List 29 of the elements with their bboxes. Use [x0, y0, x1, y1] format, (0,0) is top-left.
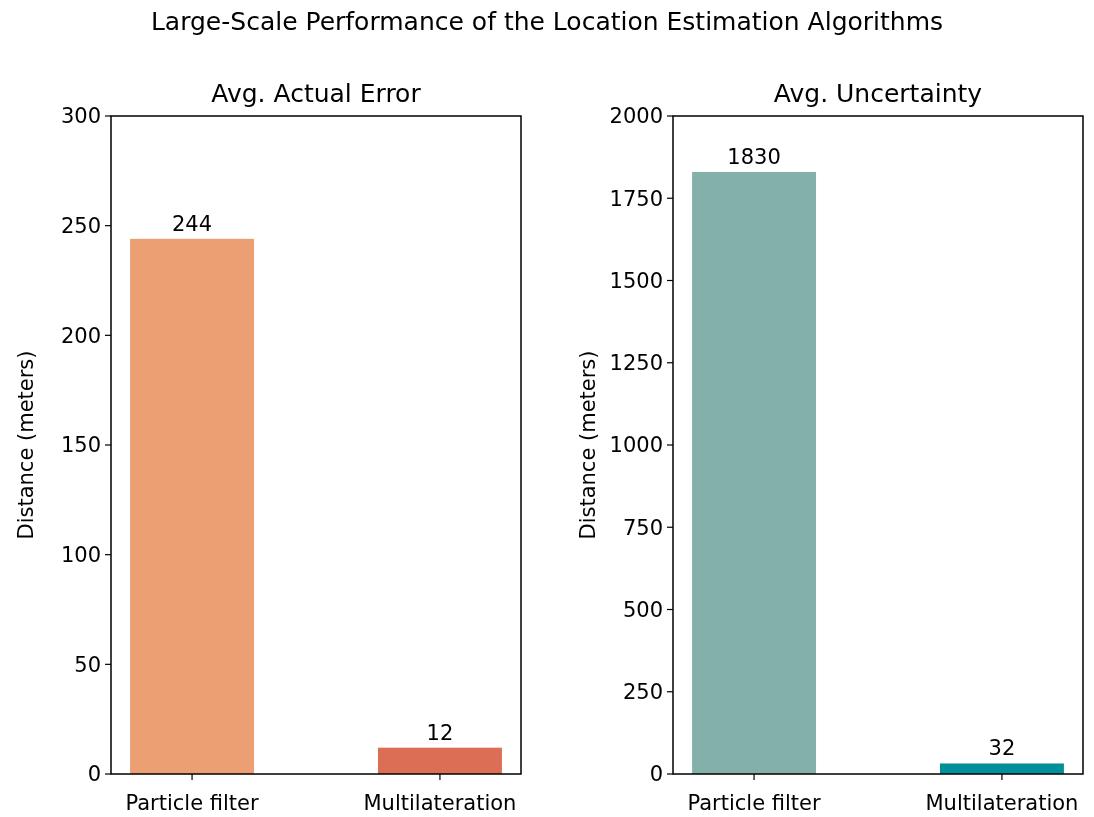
y-tick-label: 200 [60, 323, 101, 348]
x-tick-label: Particle filter [687, 791, 821, 815]
y-tick-label: 1500 [609, 268, 663, 293]
y-tick-label: 2000 [609, 104, 663, 129]
y-tick-label: 500 [622, 597, 663, 622]
y-tick-label: 1000 [609, 433, 663, 458]
y-tick-label: 100 [60, 543, 101, 568]
x-tick-label: Multilateration [363, 791, 517, 815]
y-tick-label: 1250 [609, 351, 663, 376]
data-label: 244 [172, 211, 213, 236]
y-tick-label: 150 [60, 433, 101, 458]
y-axis-title: Distance (meters) [14, 350, 38, 540]
y-tick-label: 300 [60, 104, 101, 129]
y-tick-label: 0 [87, 762, 101, 787]
y-tick-label: 750 [622, 515, 663, 540]
y-tick-label: 250 [60, 214, 101, 239]
x-tick-label: Multilateration [925, 791, 1079, 815]
y-tick-label: 50 [74, 652, 101, 677]
data-label: 32 [988, 736, 1016, 761]
y-tick-label: 1750 [609, 186, 663, 211]
data-label: 1830 [727, 144, 781, 169]
x-tick-label: Particle filter [125, 791, 259, 815]
chart-title: Avg. Actual Error [211, 79, 422, 108]
y-tick-label: 0 [649, 762, 663, 787]
y-axis-title: Distance (meters) [576, 350, 600, 540]
data-label: 12 [426, 720, 454, 745]
text: Large-Scale Performance of the Location Estimation Algorithms [150, 7, 944, 36]
chart-title: Avg. Uncertainty [773, 79, 983, 108]
y-tick-label: 250 [622, 680, 663, 705]
